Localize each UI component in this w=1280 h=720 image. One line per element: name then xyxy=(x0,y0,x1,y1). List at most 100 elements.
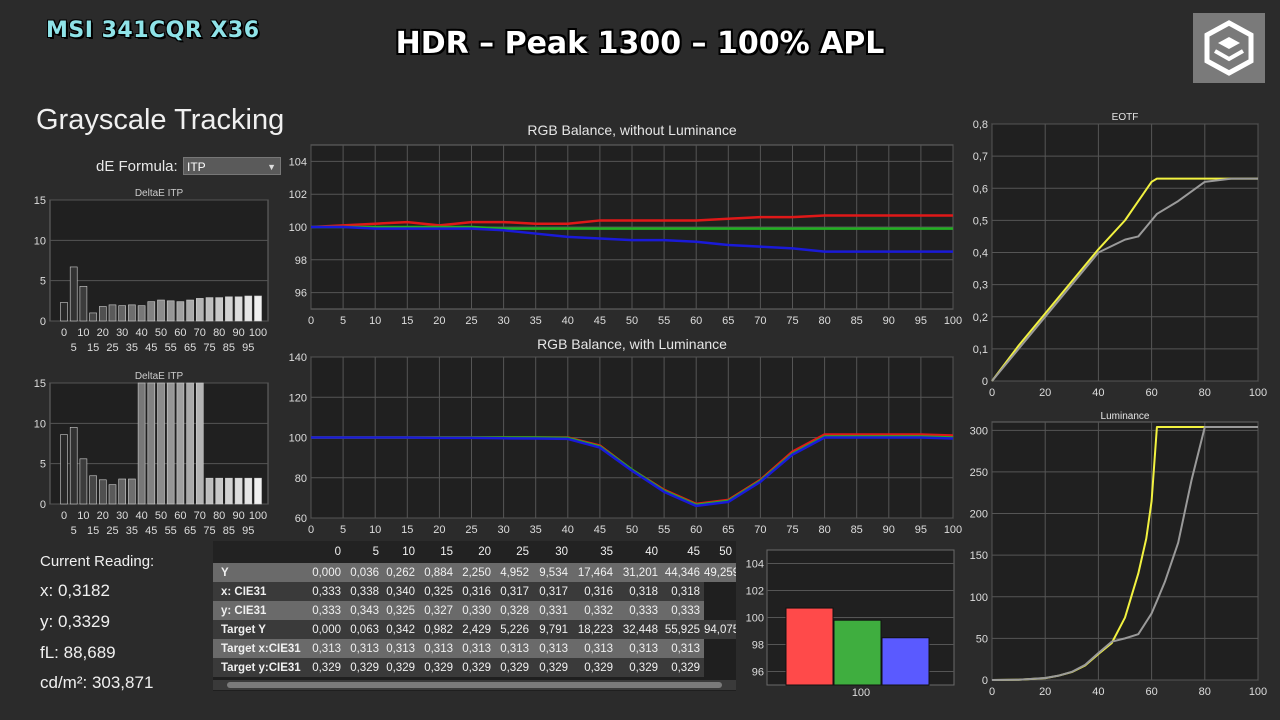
chart-title: DeltaE ITP xyxy=(135,371,184,382)
deltae-bar xyxy=(69,266,78,322)
x-tick-label: 0 xyxy=(989,686,995,698)
table-cell: 0,332 xyxy=(572,601,617,620)
readings-table-panel[interactable]: 0 5 10 15 20 25 30 35 40 45 50 Y 0,000 0,036 0,262 0,88… xyxy=(213,541,736,691)
table-cell: 0,333 xyxy=(617,601,662,620)
y-tick-label: 80 xyxy=(295,473,307,485)
x-tick-label: 40 xyxy=(135,327,147,339)
deltae-bar xyxy=(176,382,185,505)
table-cell: 0,316 xyxy=(572,582,617,601)
table-cell: 0,325 xyxy=(383,601,419,620)
x-tick-label: 35 xyxy=(530,315,542,327)
table-cell: 0,313 xyxy=(662,639,704,658)
y-tick-label: 96 xyxy=(295,288,307,300)
table-cell: 32,448 xyxy=(617,620,662,639)
deltae-bar xyxy=(234,477,243,505)
cube-logo-icon xyxy=(1193,13,1265,83)
table-cell: 31,201 xyxy=(617,563,662,582)
yellow-series-line xyxy=(991,177,1258,382)
y-tick-label: 0,8 xyxy=(973,119,988,131)
x-tick-label: 65 xyxy=(184,525,196,537)
table-cell: 0,329 xyxy=(662,658,704,677)
x-tick-label: 45 xyxy=(594,315,606,327)
table-row: y: CIE31 0,333 0,343 0,325 0,327 0,330 0,328 0,… xyxy=(213,601,736,620)
table-cell: 0,318 xyxy=(662,582,704,601)
x-tick-label: 30 xyxy=(116,510,128,522)
table-cell: 0,333 xyxy=(662,601,704,620)
x-tick-label: 80 xyxy=(1199,387,1211,399)
rgb-mini-bar-chart: 96 98 100 102 104 100 xyxy=(746,549,955,699)
x-tick-label: 55 xyxy=(165,525,177,537)
deltae-bar xyxy=(147,301,156,322)
y-tick-label: 0,4 xyxy=(973,248,988,260)
table-row-header: Target y:CIE31 xyxy=(213,658,311,677)
table-horizontal-scrollbar[interactable] xyxy=(213,680,736,690)
table-cell: 0,329 xyxy=(311,658,345,677)
y-tick-label: 200 xyxy=(970,509,988,521)
table-cell: 0,333 xyxy=(311,582,345,601)
table-column-header: 45 xyxy=(662,541,704,563)
table-cell: 0,333 xyxy=(311,601,345,620)
table-cell: 0,317 xyxy=(495,582,533,601)
x-tick-label: 85 xyxy=(851,524,863,536)
chevron-down-icon: ▼ xyxy=(267,162,276,172)
deltae-bar xyxy=(79,458,88,505)
rgb-balance-bar xyxy=(833,619,882,686)
x-tick-label: 35 xyxy=(530,524,542,536)
de-formula-select[interactable]: ITP ▼ xyxy=(183,157,281,175)
y-tick-label: 250 xyxy=(970,467,988,479)
x-tick-label: 80 xyxy=(818,524,830,536)
x-tick-label: 20 xyxy=(97,510,109,522)
x-tick-label: 90 xyxy=(883,315,895,327)
scrollbar-thumb[interactable] xyxy=(227,682,722,688)
chart-title: RGB Balance, with Luminance xyxy=(537,336,727,352)
y-tick-label: 100 xyxy=(289,222,307,234)
de-formula-value: ITP xyxy=(187,160,206,174)
x-tick-label: 30 xyxy=(497,315,509,327)
table-cell: 0,313 xyxy=(495,639,533,658)
x-tick-label: 75 xyxy=(786,315,798,327)
y-tick-label: 104 xyxy=(289,156,307,168)
x-tick-label: 10 xyxy=(369,524,381,536)
x-tick-label: 100 xyxy=(852,687,870,699)
y-tick-label: 0,7 xyxy=(973,151,988,163)
table-cell: 0,342 xyxy=(383,620,419,639)
y-tick-label: 15 xyxy=(34,378,46,390)
deltae-bar xyxy=(108,304,117,322)
x-tick-label: 45 xyxy=(145,342,157,354)
deltae-bar xyxy=(244,477,253,505)
deltae-bar xyxy=(225,477,233,505)
deltae-bar xyxy=(205,297,214,322)
table-cell: 0,329 xyxy=(572,658,617,677)
y-tick-label: 102 xyxy=(746,586,764,598)
x-tick-label: 40 xyxy=(1092,387,1104,399)
de-formula-label: dE Formula: xyxy=(96,158,178,175)
table-cell: 0,313 xyxy=(383,639,419,658)
y-tick-label: 0,3 xyxy=(973,280,988,292)
table-column-header: 20 xyxy=(457,541,495,563)
x-tick-label: 40 xyxy=(1092,686,1104,698)
table-cell: 0,313 xyxy=(345,639,383,658)
table-cell: 0,343 xyxy=(345,601,383,620)
y-tick-label: 5 xyxy=(40,276,46,288)
table-column-header: 35 xyxy=(572,541,617,563)
x-tick-label: 60 xyxy=(174,327,186,339)
table-cell: 0,329 xyxy=(345,658,383,677)
deltae-bar xyxy=(157,382,165,505)
deltae-bar xyxy=(196,382,204,505)
y-tick-label: 60 xyxy=(295,513,307,525)
table-cell: 0,340 xyxy=(383,582,419,601)
green-series-line xyxy=(311,225,953,230)
deltae-bar xyxy=(205,477,214,505)
rgb-balance-bar xyxy=(785,607,834,686)
table-cell: 0,000 xyxy=(311,620,345,639)
x-tick-label: 15 xyxy=(87,525,99,537)
x-tick-label: 65 xyxy=(722,524,734,536)
table-column-header: 15 xyxy=(419,541,457,563)
x-tick-label: 95 xyxy=(242,342,254,354)
x-tick-label: 80 xyxy=(1199,686,1211,698)
x-tick-label: 15 xyxy=(401,524,413,536)
x-tick-label: 90 xyxy=(232,327,244,339)
table-cell: 44,346 xyxy=(662,563,704,582)
